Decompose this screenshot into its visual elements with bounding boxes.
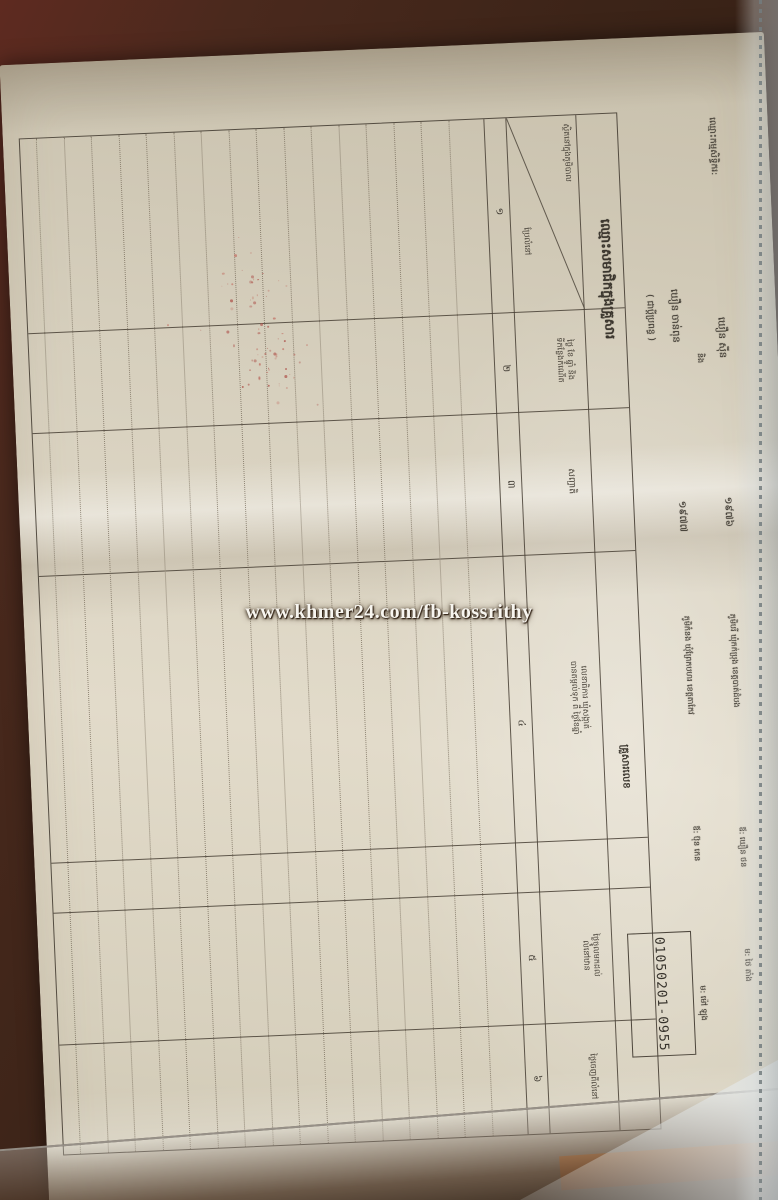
red-stain-speck — [241, 386, 244, 389]
owner-address-1: ភូមិបរី ឃុំកក់ប្រុង ខេត្តបាត់ដំបង — [728, 613, 742, 708]
red-stain-speck — [251, 281, 254, 284]
owner-mother-2: ម: ម៉ៅ ឡុង — [698, 985, 709, 1021]
owner-name-2: ឃឿន ចាន់ពុន — [667, 288, 682, 344]
conjunction-word: និង — [695, 352, 706, 364]
table-column-rule — [59, 1018, 656, 1046]
red-stain-speck — [292, 353, 296, 356]
red-stain-speck — [200, 329, 202, 331]
red-stain-speck — [234, 254, 237, 257]
owner-name-1: ឃឿន ស៊ីន — [715, 316, 728, 359]
red-stain-speck — [231, 283, 234, 285]
owner-name-label: ឈ្មោះកម្មសិទ្ធិករ: — [706, 117, 719, 176]
red-stain-speck — [275, 357, 277, 360]
column-2-header: ថ្ងៃ ខែ ឆ្នាំ និង ទីកន្លែងកំណើត — [553, 309, 577, 410]
red-stain-speck — [166, 323, 170, 327]
column-number-5: ៥ — [525, 954, 538, 962]
relationship-note: ( ជាប្តីប្រពន្ធ ) — [644, 293, 657, 342]
red-stain-speck — [299, 361, 301, 364]
column-6-header: ថ្ងៃចូលមកដល់ លំនៅឋាន — [578, 889, 604, 1022]
red-stain-speck — [276, 401, 280, 405]
owner-address-2: ភូមិកំនង ឃុំព្រែកបហរ ខេត្តតាកែវ — [682, 615, 696, 715]
owner-mother-1: ម: ថៃ តាំង — [742, 948, 754, 982]
family-number-label: គ្រួសារលេខ — [618, 744, 632, 789]
table-column-rule — [51, 836, 648, 864]
red-stain-speck — [282, 347, 285, 350]
red-stain-speck — [269, 349, 272, 352]
red-stain-speck — [230, 299, 233, 303]
red-stain-speck — [261, 272, 264, 274]
column-3-header: សញ្ជាតិ — [565, 468, 577, 495]
table-dotted-row-line — [201, 131, 247, 1147]
table-column-rule — [53, 886, 651, 914]
table-dotted-row-line — [256, 129, 302, 1145]
table-title: ឈ្មោះសមាជិកក្នុងគ្រួសារ — [596, 218, 618, 340]
column-number-2: ២ — [500, 364, 512, 373]
column-number-3: ៣ — [505, 479, 517, 489]
red-stain-speck — [268, 369, 270, 371]
family-members-table: ឈ្មោះសមាជិកក្នុងគ្រួសារ គ្រួសារលេខ ស្ថិត… — [18, 112, 662, 1156]
red-stain-speck — [257, 328, 260, 331]
column-number-1: ១ — [493, 207, 505, 216]
table-dotted-row-line — [393, 123, 439, 1139]
table-column-rule — [32, 407, 630, 435]
document-page: ឈ្មោះកម្មសិទ្ធិករ: ឃឿន ស៊ីន ១៩៧៦ ភូមិបរី… — [0, 31, 778, 1200]
red-stain-speck — [267, 384, 270, 387]
table-dotted-row-line — [118, 135, 164, 1151]
table-dotted-row-line — [91, 136, 137, 1152]
owner-year-1: ១៩៧៦ — [722, 496, 735, 528]
red-stain-speck — [285, 285, 288, 288]
document-content: ឈ្មោះកម្មសិទ្ធិករ: ឃឿន ស៊ីន ១៩៧៦ ភូមិបរី… — [0, 31, 778, 1200]
table-dotted-row-line — [283, 127, 329, 1143]
column-7-header: ថ្ងៃចេញពីលំនៅ — [588, 1053, 600, 1100]
owner-year-2: ១៩៧៧ — [676, 500, 689, 533]
owner-father-1: ឪ: ឃឿន ថន — [737, 826, 749, 868]
red-stain-speck — [264, 353, 267, 355]
red-stain-speck — [257, 376, 261, 379]
red-stain-speck — [253, 301, 257, 305]
table-dotted-row-line — [448, 120, 494, 1136]
red-stain-speck — [283, 340, 286, 343]
red-stain-speck — [259, 364, 261, 367]
table-dotted-row-line — [63, 137, 110, 1153]
column-number-4: ៤ — [515, 719, 527, 727]
red-stain-speck — [285, 386, 288, 389]
table-column-rule — [28, 307, 625, 335]
table-dotted-row-line — [310, 126, 357, 1142]
column-4-header: លេខាធិការ ឃុំសង្កាត់ បានតម្កល់ទុក ពី ថ្ង… — [564, 575, 595, 820]
red-stain-speck — [260, 322, 264, 326]
red-stain-speck — [281, 332, 284, 335]
diagonal-cell-divider — [506, 118, 585, 310]
table-column-rule — [38, 549, 636, 578]
table-dotted-row-line — [146, 133, 192, 1149]
table-dotted-row-line — [365, 124, 412, 1140]
red-stain-speck — [288, 373, 291, 375]
table-dotted-row-line — [173, 132, 219, 1148]
column-number-6: ៦ — [531, 1074, 543, 1083]
owner-father-2: ឪ: ប៊ុន កេន — [691, 825, 702, 862]
table-dotted-row-line — [420, 121, 467, 1137]
paper-edge-shadow — [0, 31, 767, 136]
table-dotted-row-line — [338, 125, 384, 1141]
table-dotted-row-line — [36, 138, 82, 1154]
red-stain-speck — [233, 344, 236, 347]
